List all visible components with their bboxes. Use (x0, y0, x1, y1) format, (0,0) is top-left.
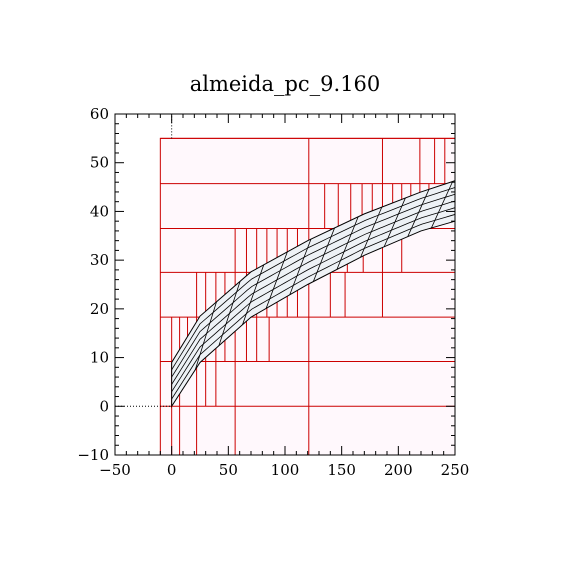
y-tick-label: 20 (90, 300, 109, 318)
y-tick-label: −10 (77, 446, 109, 464)
x-tick-label: 200 (384, 461, 413, 479)
y-tick-label: 40 (90, 202, 109, 220)
grid-layer (160, 138, 455, 455)
x-tick-label: 250 (441, 461, 470, 479)
y-tick-label: 50 (90, 154, 109, 172)
x-tick-label: 100 (271, 461, 300, 479)
chart-title: almeida_pc_9.160 (190, 72, 381, 96)
x-tick-label: 150 (327, 461, 356, 479)
y-tick-label: 30 (90, 251, 109, 269)
x-tick-label: 0 (167, 461, 177, 479)
x-tick-label: 50 (219, 461, 238, 479)
y-tick-label: 60 (90, 105, 109, 123)
y-tick-label: 0 (99, 397, 109, 415)
y-tick-label: 10 (90, 349, 109, 367)
